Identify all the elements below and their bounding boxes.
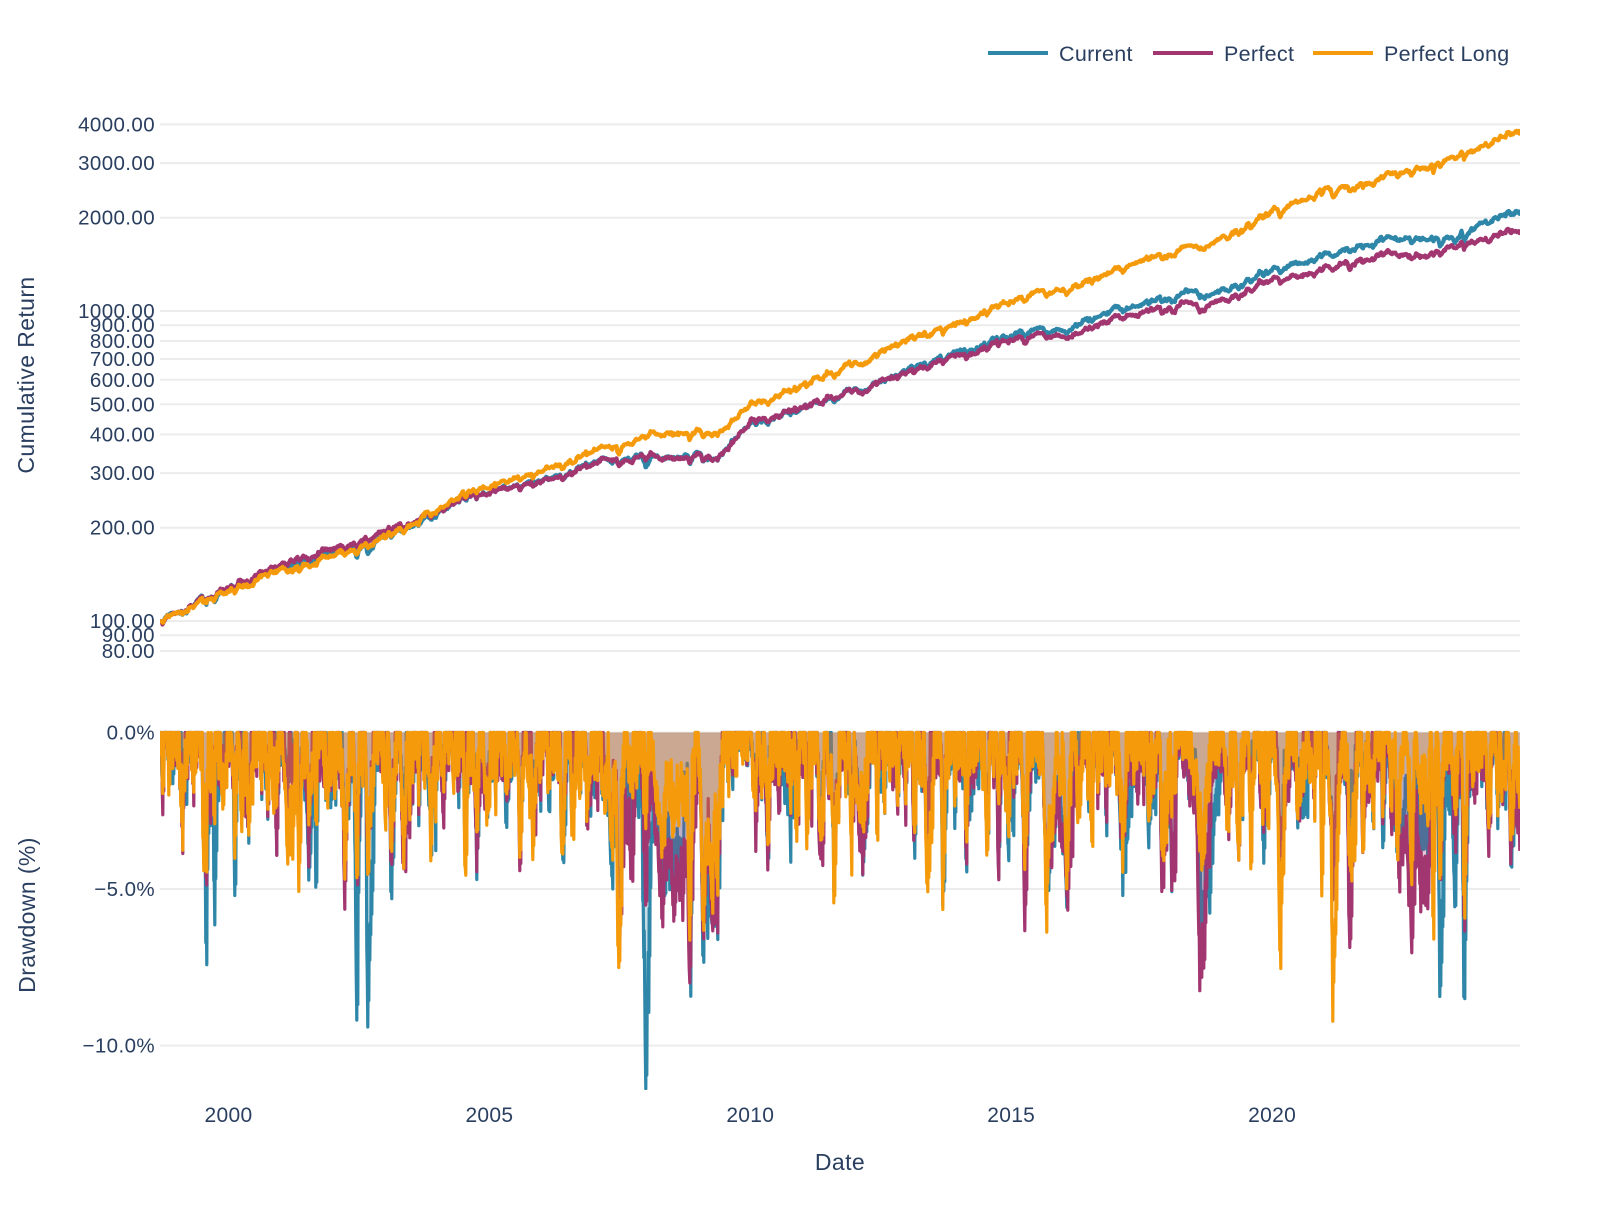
svg-text:90.00: 90.00 <box>102 624 155 647</box>
svg-text:800.00: 800.00 <box>90 330 155 353</box>
svg-text:0.0%: 0.0% <box>107 722 155 745</box>
svg-text:4000.00: 4000.00 <box>78 113 155 136</box>
svg-text:Perfect: Perfect <box>1224 42 1294 66</box>
svg-text:500.00: 500.00 <box>90 393 155 416</box>
svg-text:Perfect Long: Perfect Long <box>1384 42 1510 66</box>
svg-text:2000.00: 2000.00 <box>78 207 155 230</box>
svg-text:3000.00: 3000.00 <box>78 152 155 175</box>
svg-text:−10.0%: −10.0% <box>83 1035 156 1058</box>
svg-text:1000.00: 1000.00 <box>78 300 155 323</box>
svg-text:Cumulative Return: Cumulative Return <box>13 276 39 473</box>
svg-text:2010: 2010 <box>726 1104 774 1127</box>
svg-text:Current: Current <box>1059 42 1133 66</box>
svg-text:2000: 2000 <box>205 1104 253 1127</box>
svg-text:100.00: 100.00 <box>90 610 155 633</box>
svg-text:400.00: 400.00 <box>90 423 155 446</box>
svg-text:2020: 2020 <box>1248 1104 1296 1127</box>
svg-text:Drawdown (%): Drawdown (%) <box>14 837 40 993</box>
svg-text:600.00: 600.00 <box>90 369 155 392</box>
svg-text:−5.0%: −5.0% <box>94 878 155 901</box>
svg-text:300.00: 300.00 <box>90 462 155 485</box>
svg-text:Date: Date <box>815 1149 865 1175</box>
svg-text:2015: 2015 <box>987 1104 1035 1127</box>
svg-text:900.00: 900.00 <box>90 314 155 337</box>
svg-text:200.00: 200.00 <box>90 517 155 540</box>
svg-text:80.00: 80.00 <box>102 640 155 663</box>
svg-text:700.00: 700.00 <box>90 348 155 371</box>
svg-text:2005: 2005 <box>465 1104 513 1127</box>
